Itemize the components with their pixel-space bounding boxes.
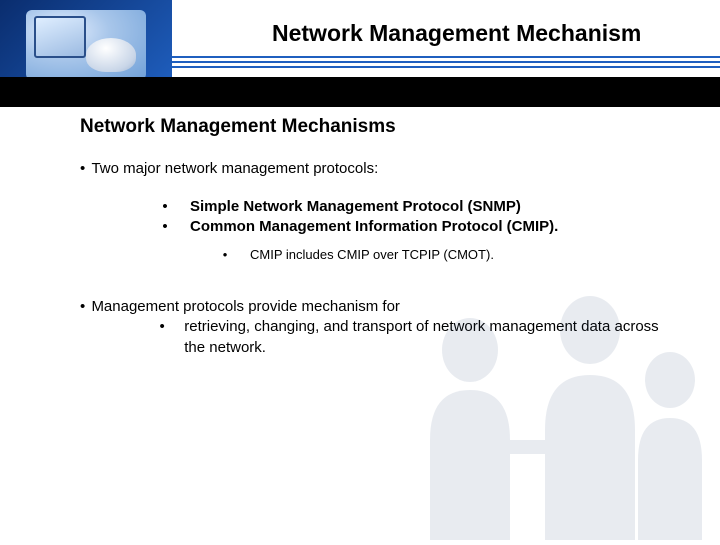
- content-area: Network Management Mechanisms • Two majo…: [80, 116, 680, 358]
- protocol-text: Simple Network Management Protocol (SNMP…: [190, 197, 521, 217]
- bullet-icon: •: [200, 246, 250, 264]
- mouse-icon: [86, 38, 136, 72]
- protocol-list: • Simple Network Management Protocol (SN…: [140, 197, 680, 263]
- bullet-icon: •: [80, 160, 85, 177]
- intro-text: Two major network management protocols:: [91, 160, 378, 177]
- paragraph-2: • Management protocols provide mechanism…: [80, 297, 680, 358]
- list-item: • Common Management Information Protocol…: [140, 217, 680, 237]
- para2-lead: Management protocols provide mechanism f…: [91, 298, 399, 315]
- protocol-text: Common Management Information Protocol (…: [190, 217, 558, 237]
- bullet-icon: •: [140, 217, 190, 237]
- black-band-left: [0, 90, 172, 107]
- monitor-icon: [34, 16, 86, 58]
- content-heading: Network Management Mechanisms: [80, 116, 680, 138]
- nested-text: CMIP includes CMIP over TCPIP (CMOT).: [250, 246, 494, 264]
- nested-item: • CMIP includes CMIP over TCPIP (CMOT).: [200, 246, 680, 264]
- para2-sub-text: retrieving, changing, and transport of n…: [184, 317, 680, 358]
- bullet-icon: •: [140, 197, 190, 217]
- bullet-icon: •: [80, 298, 85, 315]
- bullet-icon: •: [140, 317, 184, 358]
- header-rules: [172, 56, 720, 71]
- para2-lead-row: • Management protocols provide mechanism…: [80, 297, 680, 317]
- intro-line: • Two major network management protocols…: [80, 160, 680, 177]
- para2-sub-row: • retrieving, changing, and transport of…: [140, 317, 680, 358]
- slide-title: Network Management Mechanism: [272, 20, 720, 47]
- title-area: Network Management Mechanism: [172, 20, 720, 47]
- logo-image: [26, 10, 146, 80]
- list-item: • Simple Network Management Protocol (SN…: [140, 197, 680, 217]
